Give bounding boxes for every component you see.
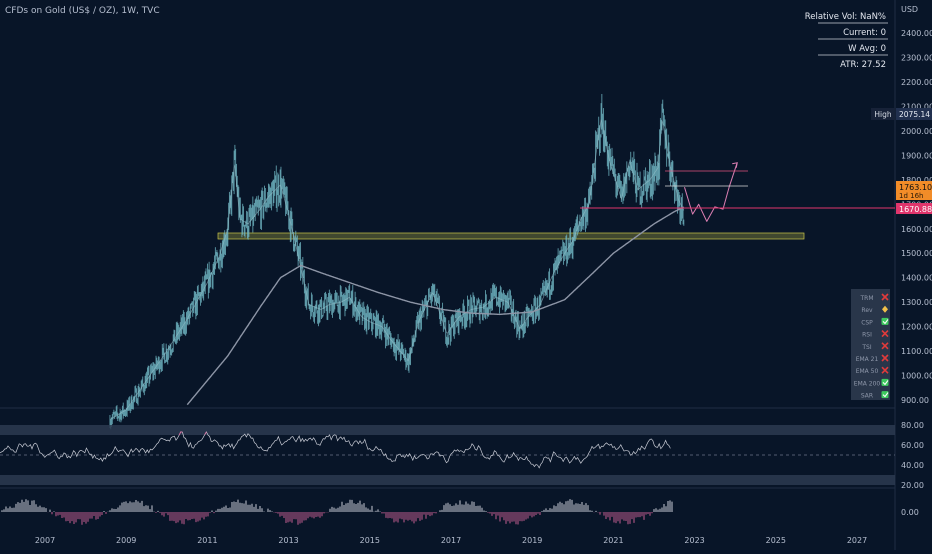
signal-label: CSP xyxy=(861,319,873,326)
last-price-value: 1763.10 xyxy=(899,183,932,192)
signal-label: TSI xyxy=(861,344,871,351)
level-price-tag: 1670.88 xyxy=(896,203,932,214)
level-price-value: 1670.88 xyxy=(899,205,932,214)
chart-title: CFDs on Gold (US$ / OZ), 1W, TVC xyxy=(5,6,160,16)
time-tick-label: 2009 xyxy=(116,536,136,545)
time-tick-label: 2017 xyxy=(441,536,461,545)
signal-label: SAR xyxy=(861,393,873,400)
price-tick-label: 1600.00 xyxy=(901,225,932,234)
currency-label: USD xyxy=(901,5,918,14)
stat-current: Current: 0 xyxy=(843,28,886,38)
price-tick-label: 1500.00 xyxy=(901,249,932,258)
signal-label: EMA 21 xyxy=(856,356,879,363)
price-tick-label: 2300.00 xyxy=(901,54,932,63)
price-tick-label: 2200.00 xyxy=(901,78,932,87)
high-value: 2075.14 xyxy=(899,110,930,119)
time-tick-label: 2007 xyxy=(35,536,55,545)
time-tick-label: 2013 xyxy=(278,536,298,545)
time-tick-label: 2021 xyxy=(603,536,623,545)
rsi-tick-label: 40.00 xyxy=(901,461,924,470)
signals-panel: TRM Rev CSP RSI TSI EMA 21 EMA 50 EMA 200 SAR xyxy=(851,289,890,400)
time-tick-label: 2019 xyxy=(522,536,542,545)
stat-weekly-average: W Avg: 0 xyxy=(848,44,886,54)
rsi-tick-label: 80.00 xyxy=(901,421,924,430)
time-tick-label: 2015 xyxy=(360,536,380,545)
price-tick-label: 2000.00 xyxy=(901,127,932,136)
price-tick-label: 1900.00 xyxy=(901,151,932,160)
time-tick-label: 2023 xyxy=(684,536,704,545)
signal-label: EMA 200 xyxy=(854,380,881,387)
support-zone[interactable] xyxy=(218,233,804,239)
price-tick-label: 1300.00 xyxy=(901,298,932,307)
high-tag: High 2075.14 xyxy=(871,108,932,120)
signal-label: TRM xyxy=(859,295,873,302)
high-label: High xyxy=(874,110,891,119)
price-tick-label: 2400.00 xyxy=(901,29,932,38)
price-tick-label: 900.00 xyxy=(901,396,929,405)
stat-relative-volume: Relative Vol: NaN% xyxy=(805,12,886,22)
time-tick-label: 2027 xyxy=(847,536,867,545)
rsi-tick-label: 60.00 xyxy=(901,441,924,450)
rsi-overbought-band xyxy=(0,425,895,435)
rsi-tick-label: 20.00 xyxy=(901,481,924,490)
price-tick-label: 1100.00 xyxy=(901,347,932,356)
signal-label: RSI xyxy=(862,332,872,339)
price-tick-label: 1400.00 xyxy=(901,274,932,283)
signal-label: Rev xyxy=(861,307,873,314)
bar-countdown: 1d 16h xyxy=(899,192,923,200)
oscillator-tick-label: 0.00 xyxy=(901,508,919,517)
time-tick-label: 2011 xyxy=(197,536,217,545)
price-tick-label: 1000.00 xyxy=(901,372,932,381)
price-tick-label: 1200.00 xyxy=(901,323,932,332)
last-price-tag: 1763.10 1d 16h xyxy=(896,181,932,200)
stat-atr: ATR: 27.52 xyxy=(840,60,886,70)
signal-label: EMA 50 xyxy=(856,368,879,375)
time-tick-label: 2025 xyxy=(766,536,786,545)
rsi-oversold-band xyxy=(0,475,895,485)
